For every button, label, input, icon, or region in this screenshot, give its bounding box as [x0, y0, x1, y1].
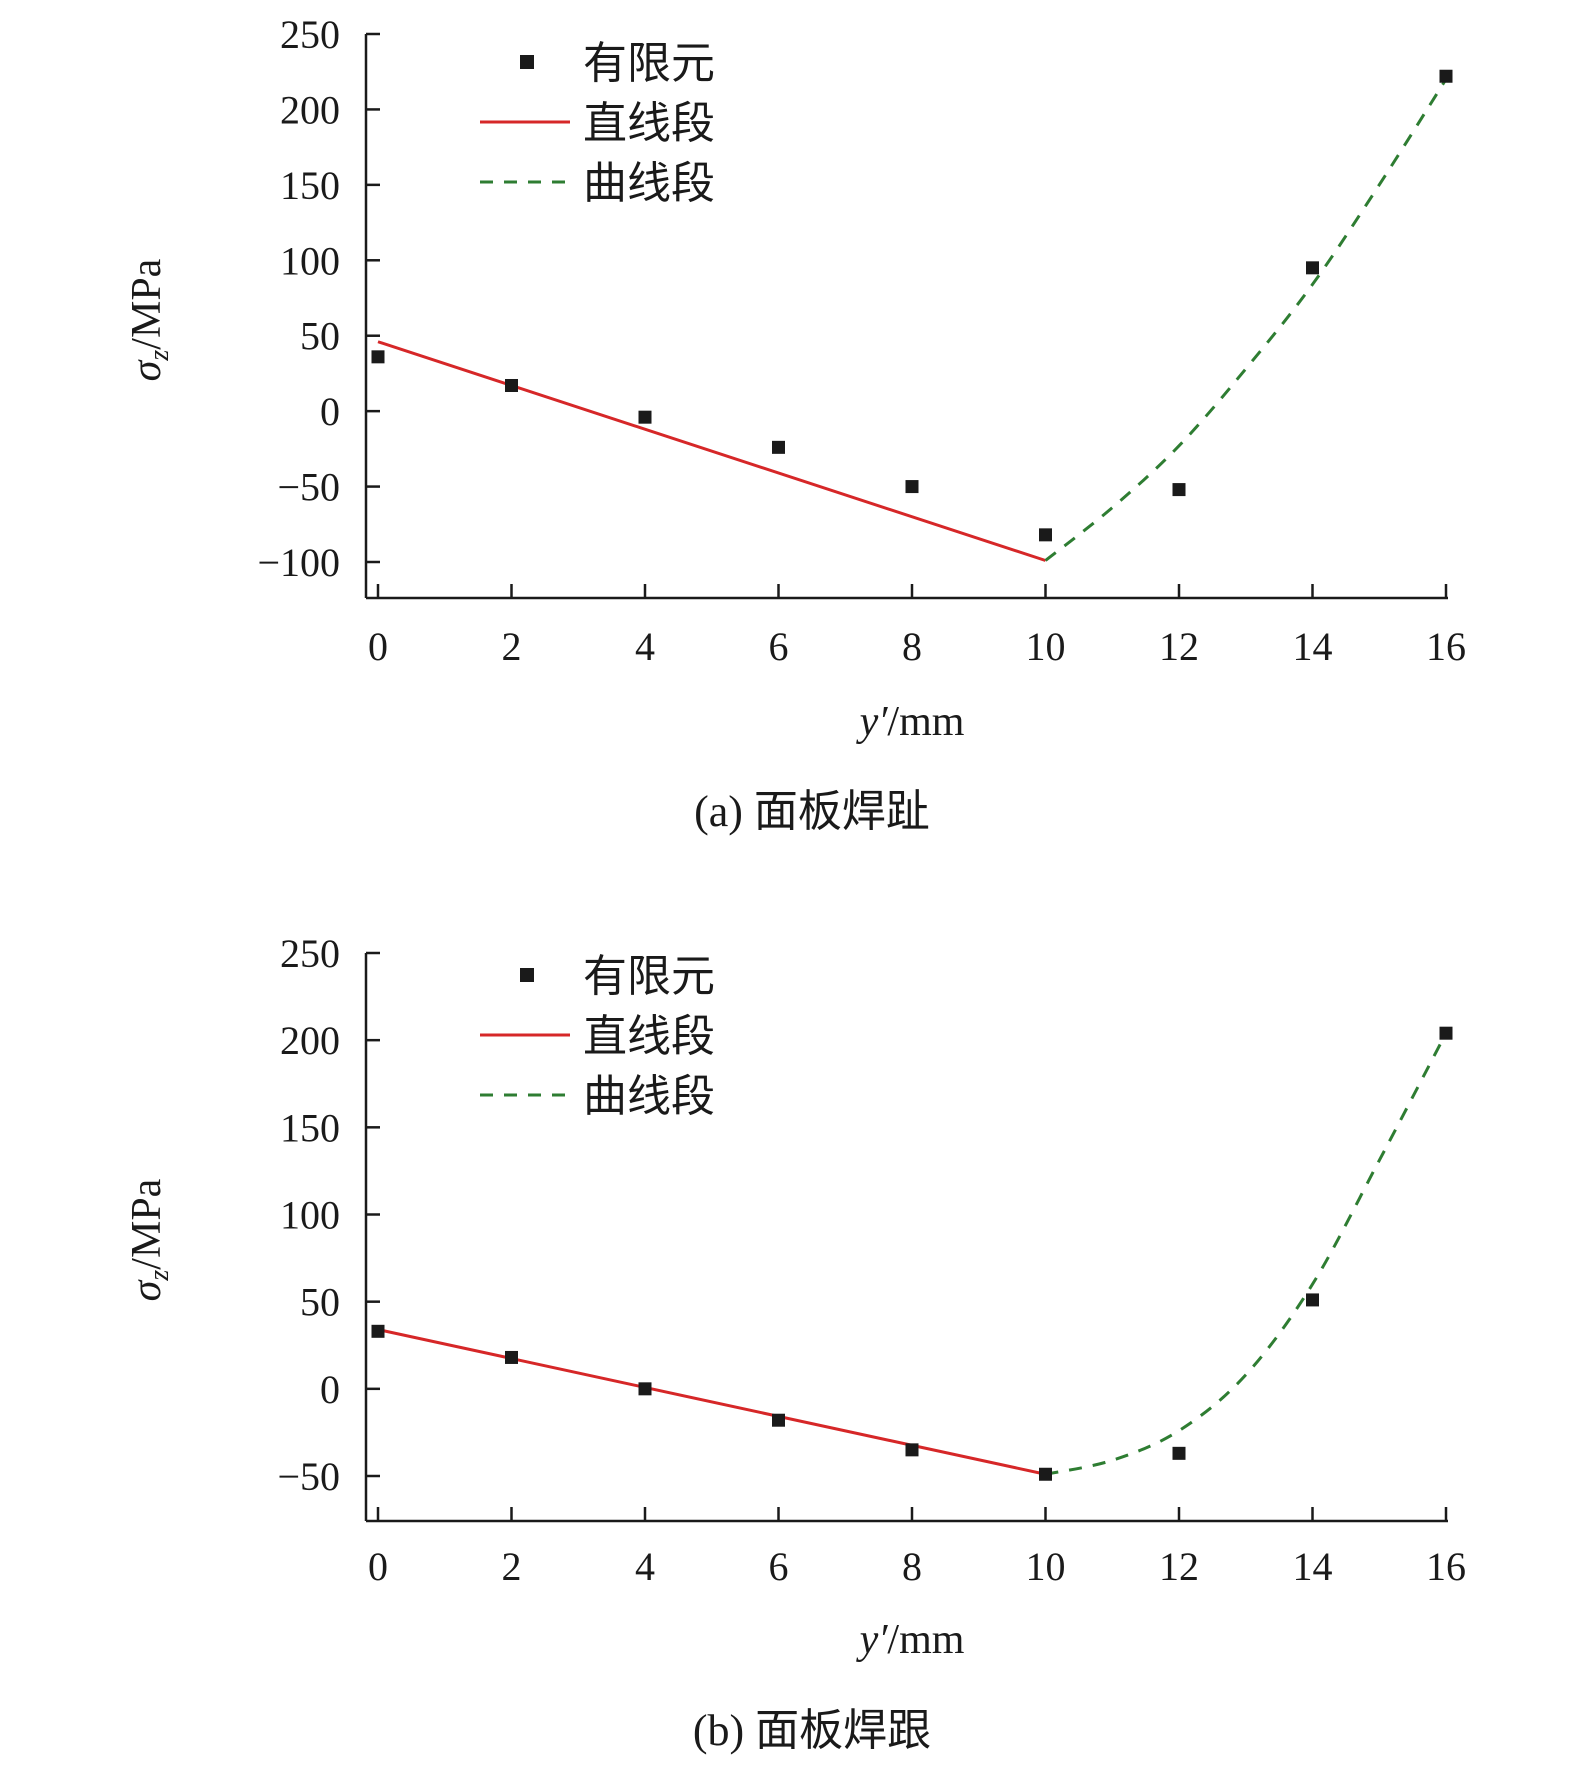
x-axis-unit: /mm	[887, 1617, 964, 1663]
y-tick-label: 50	[300, 1280, 340, 1325]
panel-caption: (a) 面板焊趾	[694, 787, 930, 836]
straight-segment-line	[377, 1328, 1046, 1476]
x-tick-label: 0	[368, 1544, 388, 1589]
y-tick-label: −50	[277, 465, 340, 510]
chart-panel-b: −50 0 50 100 150 200 250 0 2 4 6 8 10 12 14 16 y′/mm σz/M…	[124, 931, 1466, 1755]
y-axis-var: σ	[124, 1278, 170, 1301]
x-tick-label: 2	[502, 1544, 522, 1589]
fem-data-point	[1039, 528, 1052, 542]
y-axis-unit: /MPa	[124, 258, 170, 349]
y-tick-label: −50	[277, 1454, 340, 1499]
straight-segment-line	[377, 340, 1046, 562]
x-axis-unit: /mm	[887, 699, 964, 745]
x-tick-label: 8	[902, 624, 922, 669]
x-tick-label: 0	[368, 624, 388, 669]
x-tick-label: 4	[635, 624, 655, 669]
curve-segment-line	[1044, 78, 1448, 562]
x-axis-title: y′/mm	[856, 699, 965, 745]
y-tick-label: 50	[300, 314, 340, 359]
y-axis-subscript: z	[144, 1270, 175, 1282]
fem-data-point	[638, 1382, 652, 1396]
x-tick-label: 16	[1426, 624, 1466, 669]
x-tick-label: 12	[1159, 624, 1199, 669]
legend-label: 曲线段	[583, 1071, 715, 1122]
fem-data-point	[505, 1350, 518, 1364]
fem-data-point	[905, 480, 919, 494]
y-axis-var: σ	[124, 358, 170, 381]
legend-label: 曲线段	[583, 158, 715, 209]
fem-data-point	[1439, 69, 1453, 83]
fem-data-point	[1039, 1467, 1052, 1481]
fem-data-point	[638, 410, 652, 424]
chart-panel-a: −100 −50 0 50 100 150 200 250 0 2 4 6 8 10 12 14 16 y′/mm…	[124, 12, 1466, 836]
x-tick-label: 8	[902, 1544, 922, 1589]
y-tick-label: −100	[257, 540, 340, 585]
y-tick-label: 250	[280, 12, 340, 57]
y-tick-label: 100	[280, 238, 340, 283]
legend-marker-square	[520, 55, 534, 69]
x-tick-label: 14	[1293, 624, 1333, 669]
legend-label: 直线段	[583, 1011, 715, 1062]
y-axis-subscript: z	[144, 350, 175, 362]
y-axis-title: σz/MPa	[124, 258, 175, 381]
legend-label: 有限元	[583, 38, 715, 89]
x-tick-label: 10	[1026, 624, 1066, 669]
legend-label: 有限元	[583, 951, 715, 1002]
fem-data-point	[371, 350, 385, 364]
y-tick-label: 250	[280, 931, 340, 976]
x-tick-label: 6	[769, 1544, 789, 1589]
legend-marker-square	[520, 968, 534, 982]
fem-data-point	[371, 1324, 385, 1338]
x-tick-label: 6	[769, 624, 789, 669]
x-tick-label: 2	[502, 624, 522, 669]
y-tick-label: 150	[280, 1105, 340, 1150]
x-axis-var: y′	[856, 699, 889, 745]
fem-data-point	[1439, 1026, 1453, 1040]
fem-data-point	[772, 1413, 785, 1427]
fem-data-point	[1172, 1446, 1186, 1460]
y-tick-label: 0	[320, 389, 340, 434]
fem-data-point	[1172, 483, 1186, 497]
x-axis-title: y′/mm	[856, 1617, 965, 1663]
fem-data-point	[772, 440, 785, 454]
x-tick-label: 4	[635, 1544, 655, 1589]
y-axis-unit: /MPa	[124, 1178, 170, 1269]
fem-data-point	[1306, 1293, 1319, 1307]
fem-data-point	[1306, 261, 1319, 275]
curve-segment-line	[1045, 1032, 1448, 1476]
x-tick-label: 16	[1426, 1544, 1466, 1589]
y-tick-label: 150	[280, 163, 340, 208]
x-tick-label: 12	[1159, 1544, 1199, 1589]
legend-label: 直线段	[583, 98, 715, 149]
y-tick-label: 100	[280, 1193, 340, 1238]
y-axis-title: σz/MPa	[124, 1178, 175, 1301]
y-tick-label: 200	[280, 87, 340, 132]
y-tick-label: 200	[280, 1018, 340, 1063]
x-tick-label: 10	[1026, 1544, 1066, 1589]
fem-data-point	[505, 378, 518, 392]
panel-caption: (b) 面板焊跟	[693, 1706, 931, 1755]
x-tick-label: 14	[1293, 1544, 1333, 1589]
y-tick-label: 0	[320, 1367, 340, 1412]
fem-data-point	[905, 1443, 919, 1457]
x-axis-var: y′	[856, 1617, 889, 1663]
